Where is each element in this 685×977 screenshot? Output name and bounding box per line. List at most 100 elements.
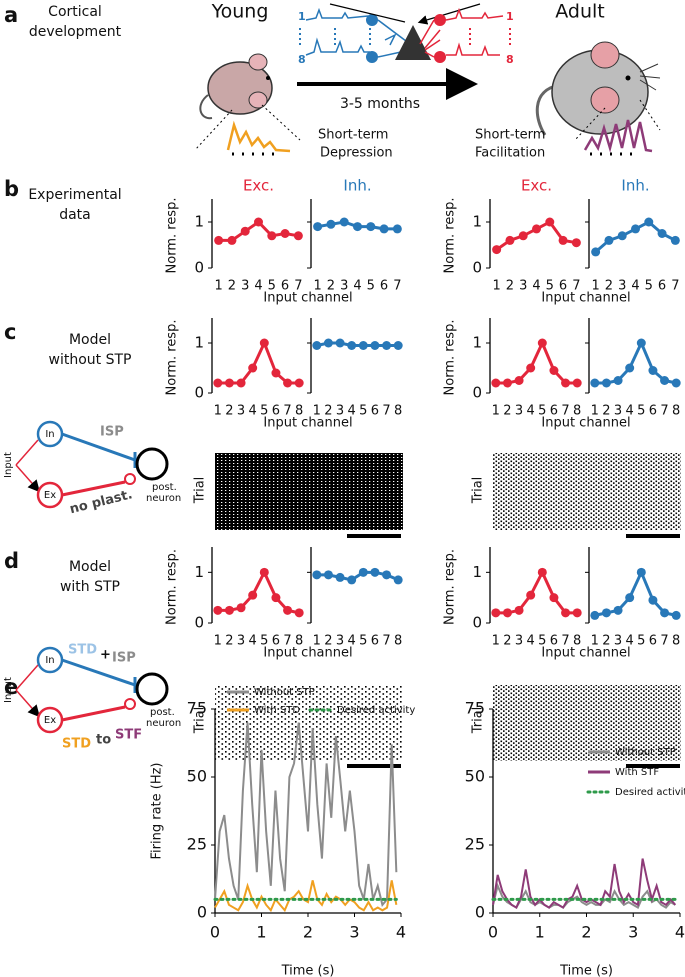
y-tick-label: 0 (197, 903, 207, 922)
x-tick-label: 2 (228, 279, 236, 294)
legend-label: Without STP (254, 687, 315, 698)
x-tick-label: 7 (671, 279, 679, 294)
adult-mouse (535, 41, 661, 136)
adult-label: Adult (555, 1, 605, 23)
x-axis-label: Time (s) (281, 964, 335, 977)
x-tick-label: 8 (573, 404, 581, 419)
x-tick-label: 2 (605, 279, 613, 294)
line (495, 339, 578, 385)
plasticity-label: Short-term (318, 128, 388, 143)
y-tick-label: 50 (187, 767, 207, 786)
point (502, 608, 512, 618)
x-tick-label: 7 (393, 279, 401, 294)
x-tick-label: 2 (506, 279, 514, 294)
x-tick-label: 4 (254, 279, 262, 294)
point (532, 224, 541, 234)
point (625, 363, 635, 373)
x-tick-label: 8 (394, 404, 402, 419)
y-axis-label: Firing rate (Hz) (150, 762, 165, 859)
point (613, 376, 623, 385)
chart-title: Inh. (621, 177, 649, 195)
x-tick-label: 6 (649, 634, 657, 649)
legend-label: Without STP (615, 747, 676, 758)
x-tick-label: 1 (314, 279, 322, 294)
point (572, 378, 582, 388)
point (617, 231, 627, 241)
x-tick-label: 7 (382, 634, 390, 649)
point (293, 231, 303, 241)
x-tick-label: 7 (572, 279, 580, 294)
point (660, 608, 670, 618)
x-tick-label: 8 (672, 404, 680, 419)
x-tick-label: 6 (649, 404, 657, 419)
x-tick-label: 1 (591, 634, 599, 649)
point (613, 605, 623, 615)
point (236, 378, 246, 388)
x-tick-label: 1 (313, 634, 321, 649)
y-tick-label: 0 (472, 259, 482, 277)
point (505, 235, 515, 245)
x-tick-label: 3 (241, 279, 249, 294)
point (671, 610, 681, 620)
node-label: Ex (44, 490, 56, 501)
y-tick-label: 0 (472, 384, 482, 402)
point (259, 338, 269, 348)
young-label: Young (211, 1, 269, 23)
std-trace (226, 120, 291, 153)
point (271, 368, 281, 378)
x-tick-label: 4 (532, 279, 540, 294)
channel-label: 8 (506, 53, 514, 66)
point (335, 338, 345, 348)
x-tick-label: 4 (527, 404, 535, 419)
point (549, 366, 559, 375)
x-tick-label: 3 (614, 404, 622, 419)
x-tick-label: 2 (602, 634, 610, 649)
point (514, 605, 524, 615)
point (393, 575, 403, 585)
point (271, 593, 281, 603)
x-tick-label: 8 (672, 634, 680, 649)
chart-title: Inh. (343, 177, 371, 195)
panel-title: Cortical (48, 4, 102, 20)
point (590, 378, 600, 388)
point (393, 341, 403, 350)
point (604, 235, 614, 245)
x-tick-label: 7 (561, 634, 569, 649)
rule-label: STF (115, 728, 142, 743)
x-axis-label: Input channel (541, 646, 630, 661)
axis-label: Trial (471, 477, 486, 505)
x-tick-label: 3 (628, 923, 638, 942)
channel-label: 1 (506, 10, 514, 23)
x-tick-label: 3 (336, 404, 344, 419)
x-tick-label: 6 (550, 404, 558, 419)
x-tick-label: 1 (215, 279, 223, 294)
point (313, 222, 323, 232)
point (670, 235, 680, 245)
x-tick-label: 5 (645, 279, 653, 294)
point (558, 235, 568, 245)
point (326, 219, 336, 229)
point (660, 376, 670, 385)
node-label: Ex (44, 715, 56, 726)
legend-label: With STF (615, 767, 659, 778)
circuit: Input In Ex STD + ISP STD to STF post. n… (3, 643, 181, 752)
y-tick-label: 1 (472, 334, 482, 352)
y-tick-label: 75 (187, 699, 207, 718)
x-tick-label: 8 (394, 634, 402, 649)
series-line (492, 882, 676, 909)
x-tick-label: 5 (637, 404, 645, 419)
y-tick-label: 1 (194, 563, 204, 581)
legend-label: Desired activity (337, 705, 415, 716)
point (657, 229, 667, 238)
x-axis-label: Input channel (541, 416, 630, 431)
x-tick-label: 5 (546, 279, 554, 294)
post-label: neuron (146, 718, 181, 729)
y-tick-label: 1 (194, 213, 204, 231)
x-axis-label: Input channel (263, 291, 352, 306)
x-tick-label: 4 (527, 634, 535, 649)
x-tick-label: 1 (492, 404, 500, 419)
y-axis-label: Norm. resp. (165, 198, 180, 274)
x-tick-label: 6 (559, 279, 567, 294)
point (591, 247, 601, 257)
point (492, 245, 502, 255)
